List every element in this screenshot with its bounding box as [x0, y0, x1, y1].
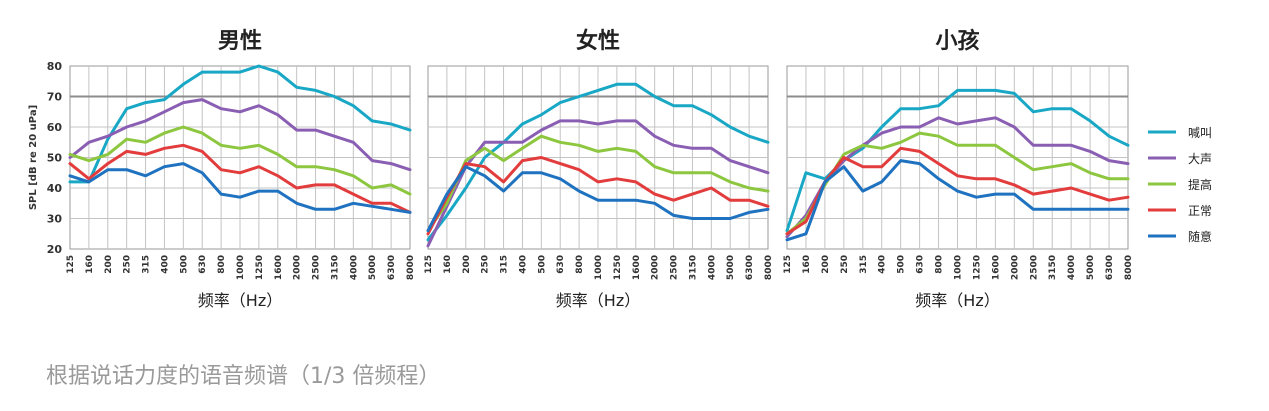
- chart-title: 男性: [218, 29, 262, 54]
- chart-panel-2: 女性 125 160 200 250 315 400 500 630 800 1000 1250 160…: [424, 28, 774, 310]
- x-tick-label: 6300: [387, 255, 397, 280]
- series-line-提高: [426, 134, 770, 233]
- x-tick-label: 315: [142, 255, 152, 274]
- x-tick-label: 4000: [349, 255, 359, 280]
- x-tick-label: 6300: [745, 255, 755, 280]
- x-tick-label: 1600: [274, 255, 284, 280]
- series-line-提高: [785, 131, 1130, 236]
- series-line-大声: [785, 116, 1130, 239]
- legend-label: 喊叫: [1188, 126, 1212, 140]
- legend-label: 正常: [1188, 204, 1212, 218]
- y-tick-label: 40: [47, 182, 63, 195]
- x-tick-label: 630: [198, 255, 208, 274]
- series-line-正常: [426, 156, 770, 236]
- x-tick-label: 200: [821, 255, 831, 274]
- chart-title: 小孩: [935, 28, 979, 54]
- x-tick-label: 2500: [1029, 255, 1039, 280]
- x-tick-label: 400: [160, 255, 170, 274]
- x-axis-label: 频率（Hz）: [556, 291, 640, 310]
- series-line-正常: [68, 143, 412, 214]
- x-tick-label: 500: [537, 255, 547, 274]
- y-tick-label: 30: [47, 213, 63, 226]
- series-line-大声: [68, 98, 412, 172]
- series-line-随意: [785, 159, 1130, 242]
- y-axis-label: SPL [dB re 20 uPa]: [28, 105, 39, 210]
- x-tick-label: 160: [85, 255, 95, 274]
- x-tick-label: 4000: [707, 255, 717, 280]
- x-tick-label: 400: [878, 255, 888, 274]
- x-tick-label: 800: [575, 255, 585, 274]
- x-tick-label: 125: [424, 255, 434, 274]
- x-tick-label: 8000: [764, 255, 774, 280]
- x-tick-label: 1000: [954, 255, 964, 280]
- series-line-喊叫: [426, 82, 770, 242]
- x-tick-label: 1000: [594, 255, 604, 280]
- chart-panel-3: 小孩 125 160 200 250 315 400 500 630 800 1000 1250 160…: [783, 28, 1134, 310]
- x-tick-label: 200: [104, 255, 114, 274]
- x-tick-label: 5000: [368, 255, 378, 280]
- x-tick-label: 4000: [1067, 255, 1077, 280]
- x-tick-label: 3150: [1048, 255, 1058, 280]
- x-tick-label: 1000: [236, 255, 246, 280]
- x-tick-label: 250: [481, 255, 491, 274]
- legend-label: 大声: [1188, 152, 1212, 166]
- y-tick-label: 50: [47, 152, 63, 165]
- x-tick-label: 5000: [726, 255, 736, 280]
- x-tick-label: 630: [916, 255, 926, 274]
- x-tick-label: 125: [783, 255, 793, 274]
- x-tick-label: 1600: [632, 255, 642, 280]
- x-tick-label: 200: [462, 255, 472, 274]
- x-tick-label: 630: [556, 255, 566, 274]
- x-tick-label: 3150: [330, 255, 340, 280]
- y-tick-label: 80: [47, 60, 63, 73]
- x-tick-label: 8000: [1124, 255, 1134, 280]
- x-tick-label: 1600: [991, 255, 1001, 280]
- x-tick-label: 8000: [406, 255, 416, 280]
- x-tick-label: 400: [518, 255, 528, 274]
- series-line-随意: [68, 162, 412, 214]
- x-axis-label: 频率（Hz）: [915, 291, 999, 310]
- x-tick-label: 2500: [312, 255, 322, 280]
- y-tick-label: 20: [47, 243, 63, 256]
- x-tick-label: 160: [443, 255, 453, 274]
- x-tick-label: 315: [500, 255, 510, 274]
- x-tick-label: 250: [123, 255, 133, 274]
- x-tick-label: 160: [802, 255, 812, 274]
- y-tick-label: 70: [47, 91, 63, 104]
- figure-caption: 根据说话力度的语音频谱（1/3 倍频程）: [46, 364, 441, 389]
- x-tick-label: 6300: [1105, 255, 1115, 280]
- series-line-大声: [426, 119, 770, 248]
- x-tick-label: 1250: [972, 255, 982, 280]
- series-line-提高: [68, 125, 412, 196]
- x-tick-label: 500: [179, 255, 189, 274]
- legend-label: 提高: [1188, 177, 1212, 192]
- x-axis-label: 频率（Hz）: [198, 291, 282, 310]
- x-tick-label: 2500: [670, 255, 680, 280]
- chart-title: 女性: [576, 28, 620, 54]
- x-tick-label: 315: [859, 255, 869, 274]
- chart-panel-1: 男性 20 30 40 50 60 70 80 SPL [dB re 20 uPa] 125 160…: [28, 29, 416, 310]
- y-tick-label: 60: [47, 121, 63, 134]
- x-tick-label: 3150: [688, 255, 698, 280]
- x-tick-label: 5000: [1086, 255, 1096, 280]
- series-line-正常: [785, 146, 1130, 236]
- x-tick-label: 1250: [255, 255, 265, 280]
- x-tick-label: 800: [217, 255, 227, 274]
- x-tick-label: 2000: [293, 255, 303, 280]
- series-line-喊叫: [68, 64, 412, 184]
- x-tick-label: 800: [935, 255, 945, 274]
- x-tick-label: 2000: [1010, 255, 1020, 280]
- x-tick-label: 500: [897, 255, 907, 274]
- legend-label: 随意: [1188, 229, 1212, 244]
- x-tick-label: 125: [66, 255, 76, 274]
- x-tick-label: 250: [840, 255, 850, 274]
- x-tick-label: 2000: [651, 255, 661, 280]
- x-tick-label: 1250: [613, 255, 623, 280]
- series-line-随意: [426, 165, 770, 233]
